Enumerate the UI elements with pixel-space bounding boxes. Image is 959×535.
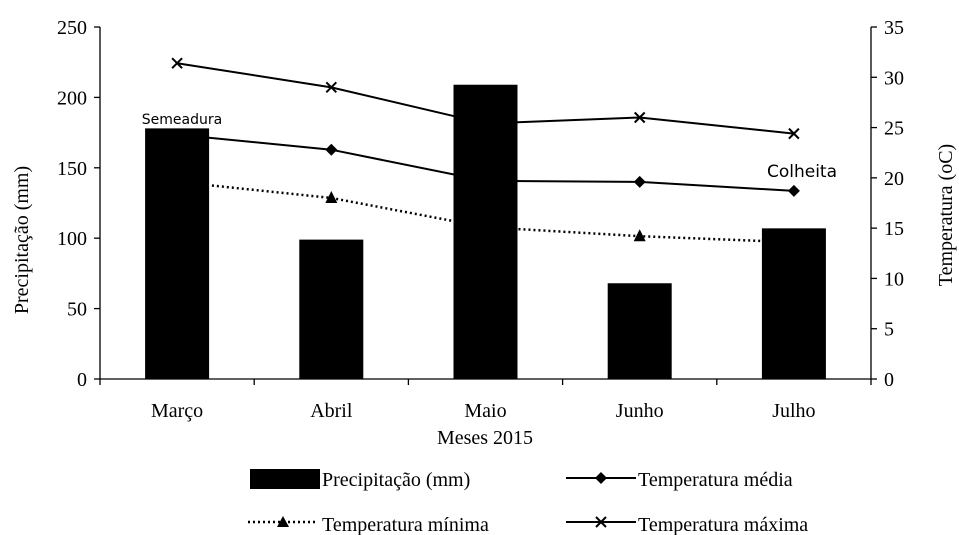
- y2-tick-label: 15: [884, 218, 904, 240]
- y2-tick-label: 0: [884, 369, 894, 391]
- marker-triangle: [633, 229, 646, 242]
- y2-tick-label: 30: [884, 67, 904, 89]
- annotation-colheita: Colheita: [767, 162, 837, 182]
- legend-item-temperatura-minima: Temperatura mínima: [248, 514, 489, 535]
- legend-label-maxima: Temperatura máxima: [638, 514, 808, 535]
- legend-label-media: Temperatura média: [638, 469, 793, 491]
- marker-diamond: [325, 143, 338, 156]
- marker-diamond: [479, 174, 492, 187]
- marker-diamond: [171, 128, 184, 141]
- x-tick-label: Abril: [310, 400, 353, 422]
- x-axis-label: Meses 2015: [437, 427, 533, 449]
- marker-triangle: [479, 220, 492, 233]
- y-tick-label: 100: [57, 228, 87, 250]
- marker-x: [788, 127, 800, 140]
- y-tick-label: 50: [67, 299, 87, 321]
- axes-layer: [99, 27, 872, 380]
- y2-axis-label: Temperatura (oC): [935, 144, 957, 286]
- bar-precipitacao: [299, 239, 364, 379]
- bar-precipitacao: [761, 228, 826, 379]
- marker-diamond: [787, 184, 800, 197]
- marker-x: [325, 81, 338, 94]
- y-axis-label: Precipitação (mm): [11, 166, 33, 314]
- legend-item-temperatura-maxima: Temperatura máxima: [566, 514, 808, 535]
- marker-triangle: [171, 174, 184, 187]
- x-tick-label: Maio: [464, 400, 506, 422]
- bar-precipitacao: [607, 283, 672, 379]
- marker-x: [633, 111, 646, 124]
- legend-triangle-marker: [277, 516, 289, 527]
- y-tick-label: 150: [57, 158, 87, 180]
- bar-precipitacao: [145, 128, 210, 379]
- legend-item-precipitacao: Precipitação (mm): [250, 469, 470, 491]
- legend-diamond-marker: [595, 472, 607, 484]
- y2-tick-label: 20: [884, 168, 904, 190]
- legend-label-precipitacao: Precipitação (mm): [322, 469, 470, 491]
- y-tick-label: 200: [57, 87, 87, 109]
- y2-tick-label: 25: [884, 118, 904, 140]
- legend-item-temperatura-media: Temperatura média: [566, 469, 793, 491]
- y-tick-label: 0: [77, 369, 87, 391]
- x-tick-label: Março: [151, 400, 203, 422]
- bar-layer: [145, 84, 826, 379]
- line-layer: [171, 57, 800, 248]
- y-tick-label: 250: [57, 17, 87, 39]
- x-tick-label: Julho: [772, 400, 815, 422]
- y2-tick-label: 35: [884, 17, 904, 39]
- x-tick-label: Junho: [616, 400, 664, 422]
- legend-bar-swatch: [250, 469, 320, 489]
- legend-x-marker: [595, 516, 607, 528]
- annotation-semeadura: Semeadura: [142, 112, 222, 128]
- y2-tick-label: 5: [884, 319, 894, 341]
- legend-label-minima: Temperatura mínima: [322, 514, 489, 535]
- y2-tick-label: 10: [884, 268, 904, 290]
- marker-triangle: [787, 235, 800, 248]
- marker-triangle: [325, 190, 338, 203]
- legend: Precipitação (mm) Temperatura média Temp…: [248, 469, 808, 535]
- tick-layer: 0 50 100 150 200 250 0 5 10 15 20 25 30 35 Março Abril M…: [57, 17, 904, 422]
- marker-x: [171, 57, 183, 69]
- marker-x: [479, 117, 492, 130]
- marker-diamond: [633, 175, 646, 188]
